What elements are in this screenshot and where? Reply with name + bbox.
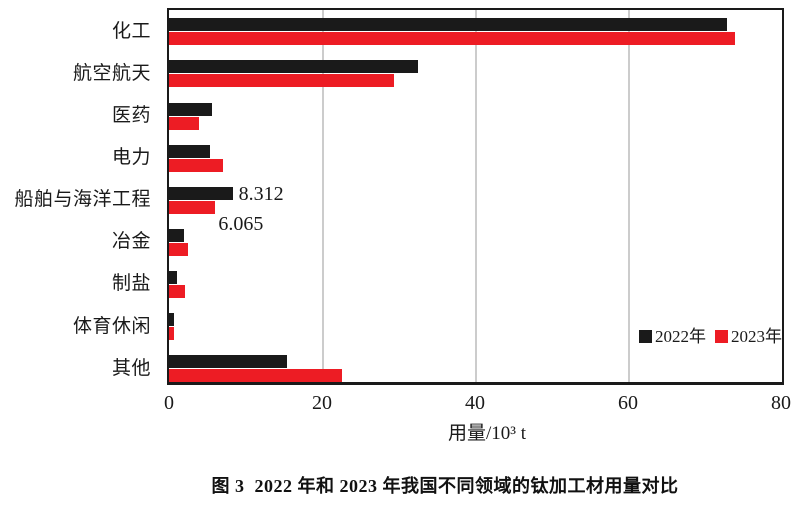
legend-item-2022年: 2022年 [639,328,706,345]
x-tick-label-80: 80 [771,392,791,414]
category-label-电力: 电力 [111,147,151,169]
bar-2023年-制盐 [169,284,186,298]
category-label-化工: 化工 [111,20,151,42]
bar-2023年-化工 [169,32,736,46]
legend-label-2022年: 2022年 [655,327,706,346]
x-tick-label-0: 0 [164,392,174,414]
bar-2022年-冶金 [169,228,185,242]
category-label-船舶与海洋工程: 船舶与海洋工程 [14,189,151,211]
category-label-医药: 医药 [111,105,151,126]
bar-2022年-医药 [169,102,212,116]
bar-2023年-冶金 [169,242,189,256]
value-annotation-6.065: 6.065 [218,212,264,235]
figure-caption: 图 3 2022 年和 2023 年我国不同领域的钛加工材用量对比 [211,476,679,496]
legend-item-2023年: 2023年 [715,328,782,345]
legend-label-2023年: 2023年 [731,327,782,346]
value-annotation-8.312: 8.312 [238,182,284,205]
category-label-航空航天: 航空航天 [72,62,151,84]
x-tick-label-40: 40 [465,392,485,414]
category-label-其他: 其他 [111,357,151,379]
category-label-冶金: 冶金 [111,231,151,253]
bar-2023年-船舶与海洋工程 [169,200,216,214]
bar-2023年-体育休闲 [169,327,175,340]
category-label-体育休闲: 体育休闲 [72,315,151,337]
bar-2022年-航空航天 [169,60,419,74]
bar-2023年-其他 [169,369,342,383]
bar-2022年-船舶与海洋工程 [169,186,233,200]
legend: 2022年 2023年 [639,328,782,345]
bar-2023年-医药 [169,116,199,130]
gridline-x-60 [628,10,630,382]
x-axis-label: 用量/10³ t [447,423,527,444]
category-label-制盐: 制盐 [111,273,151,295]
legend-swatch-2023年 [715,330,728,343]
bar-2023年-航空航天 [169,74,394,88]
gridline-x-20 [322,10,324,382]
bar-2023年-电力 [169,158,223,172]
gridline-x-40 [475,10,477,382]
bar-2022年-电力 [169,144,210,158]
x-tick-label-20: 20 [312,392,332,414]
bar-2022年-体育休闲 [169,313,175,326]
x-tick-label-60: 60 [618,392,638,414]
bar-2022年-制盐 [169,270,177,284]
bar-2022年-化工 [169,18,728,32]
bar-2022年-其他 [169,355,287,369]
legend-swatch-2022年 [639,330,652,343]
